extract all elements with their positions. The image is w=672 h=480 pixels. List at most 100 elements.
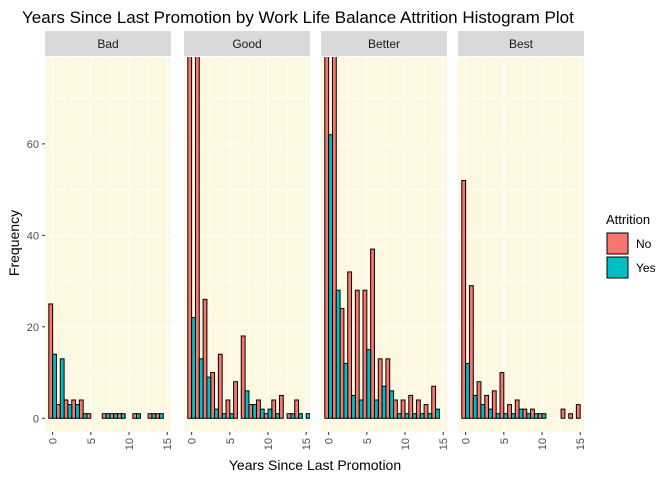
legend-label-yes: Yes (636, 261, 656, 275)
bar-no (71, 399, 77, 419)
bar-yes (435, 408, 440, 419)
bar-no (263, 413, 269, 419)
facet-strip-label: Bad (97, 37, 118, 51)
x-tick-label: 0 (187, 438, 199, 444)
bar-no (499, 372, 505, 419)
bar-no (423, 404, 429, 419)
bar-yes (151, 413, 157, 419)
bar-yes (59, 358, 65, 419)
bar-no (147, 413, 153, 419)
bar-no (370, 248, 375, 419)
bar-no (324, 57, 330, 419)
x-tick-label: 5 (499, 438, 511, 444)
bar-yes (290, 413, 296, 419)
bar-no (240, 335, 246, 419)
x-tick-label: 0 (461, 438, 473, 444)
facet-bad: Bad 0 5 10 15 0 20 40 60 (27, 31, 174, 450)
bar-yes (259, 408, 265, 419)
bar-yes (120, 413, 126, 419)
bar-yes (252, 404, 258, 419)
bar-no (86, 413, 92, 419)
bar-no (109, 413, 115, 419)
bar-yes (328, 134, 333, 419)
y-tick-label: 0 (33, 413, 39, 425)
facet-strip (458, 31, 584, 56)
bar-no (132, 413, 138, 419)
bar-no (256, 399, 261, 419)
legend-title: Attrition (606, 212, 650, 227)
bar-no (271, 399, 277, 419)
bar-no (187, 57, 193, 419)
y-tick-label: 60 (27, 139, 39, 151)
facet-best: Best 0 5 10 15 (458, 31, 587, 450)
bar-no (431, 385, 437, 419)
bar-yes (159, 413, 164, 419)
facet-strip-label: Good (232, 37, 261, 51)
bar-no (286, 413, 292, 419)
bar-no (331, 57, 337, 419)
bar-yes (136, 413, 141, 419)
bar-yes (52, 353, 57, 419)
legend-key-yes (606, 256, 629, 279)
bar-yes (518, 408, 524, 419)
bar-no (400, 399, 406, 419)
panel-background (45, 57, 171, 432)
bar-no (385, 358, 391, 419)
y-axis-title: Frequency (6, 210, 22, 276)
bar-yes (113, 413, 119, 419)
bars (187, 57, 310, 419)
bar-yes (298, 413, 303, 419)
x-tick-label: 5 (86, 438, 98, 444)
bar-yes (244, 390, 250, 419)
facet-strip-label: Best (509, 37, 534, 51)
x-tick-label: 10 (263, 438, 275, 450)
bar-no (217, 353, 223, 419)
x-tick-label: 15 (162, 438, 174, 450)
bar-yes (427, 413, 433, 419)
x-tick-label: 0 (324, 438, 336, 444)
bar-yes (366, 349, 372, 419)
bar-yes (526, 413, 532, 419)
bar-no (55, 404, 61, 419)
bars (461, 179, 581, 419)
x-axis-title: Years Since Last Promotion (229, 457, 401, 473)
bar-yes (510, 413, 516, 419)
bar-no (393, 399, 398, 419)
bar-yes (229, 413, 235, 419)
bars (48, 303, 164, 419)
bar-yes (358, 399, 364, 419)
bar-yes (381, 385, 387, 419)
bar-yes (305, 413, 310, 419)
facet-good: Good 0 5 10 15 (184, 31, 313, 450)
bar-yes (191, 317, 196, 419)
bar-yes (343, 362, 349, 419)
bar-yes (488, 408, 493, 419)
legend-key-no (606, 232, 629, 255)
bar-no (408, 394, 414, 419)
facet-strip (45, 31, 171, 56)
panel-background (458, 57, 584, 432)
facet-strip-label: Better (368, 37, 400, 51)
bar-yes (419, 413, 425, 419)
x-tick-label: 15 (438, 438, 450, 450)
bar-no (522, 408, 528, 419)
bar-yes (404, 413, 410, 419)
bar-yes (351, 394, 356, 419)
bar-no (514, 399, 520, 419)
bar-no (560, 408, 566, 419)
bar-no (101, 413, 107, 419)
bar-yes (465, 362, 470, 419)
bar-no (476, 381, 482, 419)
bar-no (568, 413, 574, 419)
bar-no (117, 413, 122, 419)
bar-yes (206, 376, 212, 419)
bar-yes (75, 404, 80, 419)
bar-yes (335, 289, 341, 419)
bar-yes (214, 408, 219, 419)
bar-yes (533, 413, 539, 419)
bar-no (468, 285, 474, 419)
x-tick-label: 5 (362, 438, 374, 444)
x-tick-label: 10 (400, 438, 412, 450)
x-tick-label: 0 (48, 438, 60, 444)
